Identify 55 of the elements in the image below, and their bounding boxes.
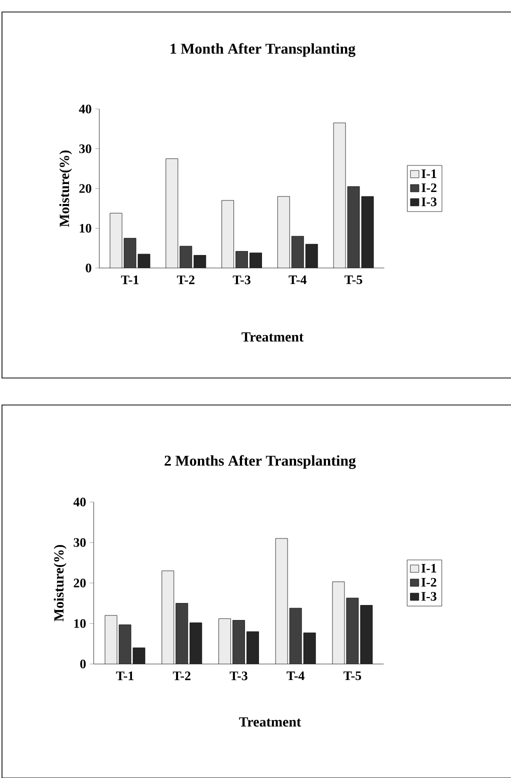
- x-tick-label: T-1: [121, 276, 138, 284]
- x-tick-label: T-4: [288, 276, 307, 284]
- bar: [290, 608, 302, 664]
- bar: [360, 605, 373, 664]
- y-tick-label: 30: [79, 144, 92, 154]
- x-tick-label: T-1: [116, 672, 134, 680]
- x-tick-label: T-5: [344, 672, 362, 680]
- x-tick-label: T-5: [344, 276, 362, 284]
- legend-label: I-1: [421, 564, 436, 572]
- y-tick-label: 20: [74, 578, 86, 588]
- bar: [119, 624, 131, 664]
- bar: [190, 622, 202, 664]
- legend-label: I-3: [422, 198, 437, 206]
- bar: [218, 618, 231, 664]
- legend-label: I-2: [422, 183, 436, 192]
- x-tick-label: T-4: [286, 672, 304, 680]
- bar: [332, 582, 345, 664]
- x-tick-label: T-3: [232, 276, 250, 284]
- bar: [304, 632, 316, 664]
- legend-label: I-3: [421, 592, 436, 601]
- bar: [180, 246, 192, 268]
- bar: [232, 620, 245, 664]
- bar: [166, 158, 178, 268]
- legend-label: I-1: [422, 169, 436, 178]
- bar: [236, 251, 248, 268]
- x-axis-title: Treatment: [239, 717, 302, 727]
- bar: [276, 538, 288, 664]
- bar: [162, 570, 174, 664]
- bar: [110, 213, 122, 268]
- y-tick-label: 20: [79, 184, 92, 193]
- y-tick-label: 40: [78, 104, 92, 114]
- y-axis-title: Moisture(%): [54, 545, 66, 622]
- y-axis-title: Moisture(%): [59, 150, 72, 227]
- y-tick-label: 10: [74, 619, 86, 628]
- bar: [246, 632, 259, 664]
- bar: [176, 603, 188, 664]
- x-axis-title: Treatment: [242, 332, 304, 342]
- x-tick-label: T-3: [230, 672, 248, 680]
- chart-title: 2 Months After Transplanting: [164, 455, 356, 469]
- y-tick-label: 40: [73, 498, 86, 506]
- legend-label: I-2: [421, 578, 436, 587]
- bar: [222, 200, 234, 268]
- bar: [346, 598, 359, 664]
- bar: [347, 186, 360, 268]
- y-tick-label: 10: [80, 224, 92, 233]
- bar: [278, 196, 290, 268]
- bar: [333, 122, 346, 268]
- chart-title: 1 Month After Transplanting: [170, 43, 356, 57]
- bar: [105, 615, 118, 664]
- bar: [292, 236, 304, 268]
- x-tick-label: T-2: [172, 672, 190, 680]
- x-tick-label: T-2: [176, 276, 194, 284]
- y-tick-label: 0: [86, 264, 92, 272]
- y-tick-label: 30: [74, 538, 86, 547]
- y-tick-label: 0: [80, 660, 86, 668]
